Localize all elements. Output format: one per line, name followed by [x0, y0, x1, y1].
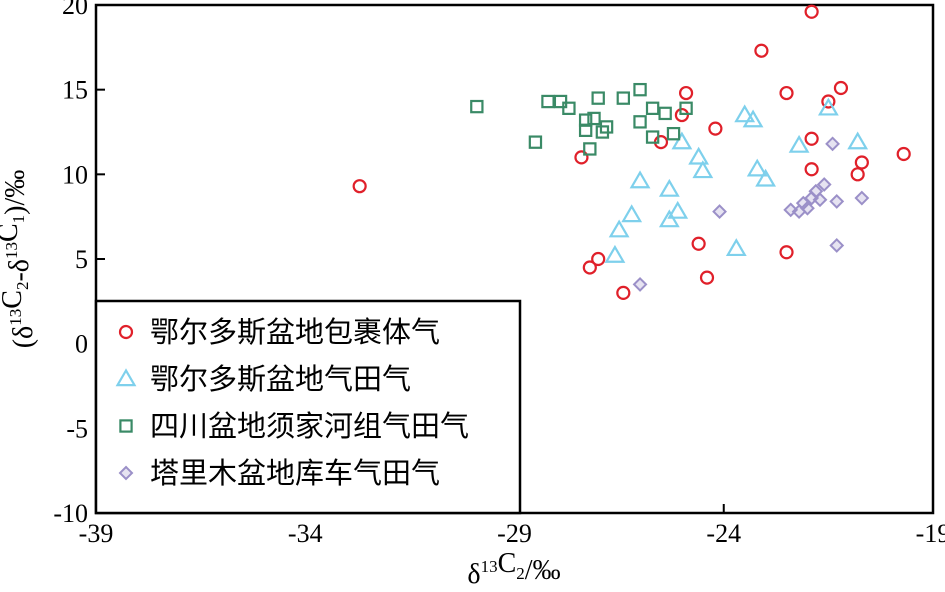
point-circle — [591, 251, 606, 267]
x-axis-title: δ13C2/‰ — [467, 548, 560, 590]
data-points — [352, 4, 911, 300]
point-triangle — [629, 170, 651, 189]
legend-marker-circle — [118, 324, 134, 340]
point-diamond — [632, 276, 648, 292]
point-diamond — [825, 136, 840, 152]
point-square — [470, 99, 484, 114]
point-diamond — [712, 204, 727, 220]
point-circle — [804, 4, 819, 19]
point-diamond — [808, 183, 824, 199]
point-circle — [833, 80, 849, 96]
point-triangle — [608, 219, 630, 238]
point-circle — [352, 179, 367, 194]
point-triangle — [725, 238, 747, 257]
point-circle — [779, 245, 794, 260]
point-triangle — [692, 160, 714, 179]
point-square — [528, 135, 543, 149]
point-triangle — [658, 178, 680, 197]
y-tick-label: 20 — [62, 0, 88, 20]
point-circle — [708, 121, 723, 136]
y-tick-label: -10 — [53, 499, 88, 528]
point-triangle — [604, 244, 626, 263]
point-circle — [574, 150, 589, 165]
svg-text:δ13C2/‰: δ13C2/‰ — [467, 548, 560, 590]
point-circle — [691, 236, 706, 251]
point-triangle — [742, 109, 764, 128]
point-circle — [854, 155, 869, 170]
x-tick-label: -24 — [706, 519, 741, 548]
point-diamond — [800, 200, 815, 216]
point-diamond — [829, 238, 845, 253]
point-triangle — [746, 158, 768, 177]
axis-ticks: -39 -34 -29 -24 -19 -10 -5 0 5 10 15 20 — [53, 0, 945, 548]
point-circle — [804, 162, 819, 177]
point-circle — [779, 85, 794, 101]
point-square — [553, 94, 568, 109]
point-square — [658, 106, 672, 121]
legend-marker-diamond — [118, 465, 134, 481]
y-tick-label: -5 — [66, 414, 88, 443]
point-triangle — [621, 204, 643, 223]
point-circle — [850, 167, 865, 182]
legend-label: 鄂尔多斯盆地气田气 — [150, 362, 411, 396]
point-square — [633, 82, 647, 97]
x-tick-label: -29 — [497, 519, 532, 548]
y-tick-label: 15 — [62, 76, 88, 105]
y-tick-label: 10 — [62, 160, 88, 189]
point-square — [645, 101, 660, 115]
point-triangle — [688, 146, 710, 165]
point-circle — [678, 85, 694, 101]
point-square — [578, 113, 593, 127]
svg-text:(δ13C2-δ13C1)/‰: (δ13C2-δ13C1)/‰ — [0, 170, 39, 349]
point-square — [679, 101, 693, 115]
point-diamond — [816, 177, 832, 192]
y-tick-label: 5 — [75, 245, 88, 274]
point-circle — [821, 94, 836, 109]
x-tick-label: -34 — [288, 519, 323, 548]
legend-marker-square — [119, 419, 133, 433]
point-circle — [616, 285, 631, 300]
legend-label: 四川盆地须家河组气田气 — [150, 409, 469, 443]
x-tick-label: -19 — [916, 519, 945, 548]
point-circle — [754, 43, 769, 58]
point-triangle — [667, 200, 689, 219]
point-square — [645, 130, 660, 144]
legend-label: 鄂尔多斯盆地包裹体气 — [150, 315, 440, 349]
point-circle — [699, 270, 715, 285]
point-triangle — [658, 209, 680, 228]
y-tick-label: 0 — [75, 330, 88, 359]
point-triangle — [734, 104, 756, 123]
point-triangle — [671, 131, 693, 150]
legend-label: 塔里木盆地库车气田气 — [150, 456, 440, 490]
point-diamond — [829, 194, 845, 209]
point-triangle — [755, 168, 777, 187]
point-circle — [674, 107, 690, 123]
point-square — [616, 91, 631, 105]
point-diamond — [854, 190, 870, 206]
x-tick-label: -39 — [79, 519, 114, 548]
point-square — [599, 120, 614, 134]
point-circle — [804, 131, 819, 146]
point-circle — [896, 146, 911, 162]
point-square — [666, 126, 681, 141]
point-square — [541, 94, 555, 109]
point-triangle — [847, 131, 869, 150]
point-square — [587, 111, 601, 126]
legend-box — [94, 299, 522, 515]
point-square — [583, 142, 597, 156]
y-axis-title: (δ13C2-δ13C1)/‰ — [0, 170, 39, 349]
point-triangle — [817, 97, 839, 116]
point-circle — [582, 260, 597, 275]
point-square — [562, 101, 576, 115]
legend-marker-triangle — [115, 368, 137, 387]
point-triangle — [788, 134, 810, 153]
point-square — [591, 91, 605, 105]
point-square — [633, 115, 647, 129]
